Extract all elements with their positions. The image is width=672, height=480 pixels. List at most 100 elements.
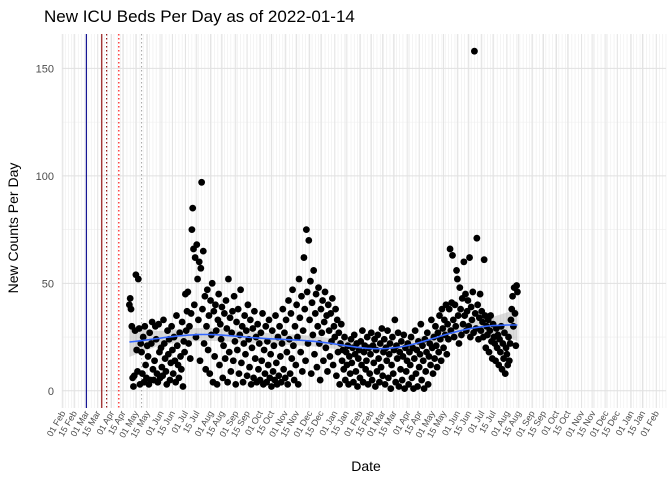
data-point bbox=[321, 288, 329, 296]
data-point bbox=[287, 310, 295, 317]
data-point bbox=[385, 350, 393, 358]
data-point bbox=[160, 340, 168, 347]
data-point bbox=[276, 353, 284, 360]
data-point bbox=[371, 383, 379, 390]
data-point bbox=[320, 318, 328, 326]
data-point bbox=[309, 331, 317, 339]
data-point bbox=[443, 350, 451, 358]
data-point bbox=[238, 359, 245, 367]
data-point bbox=[319, 297, 326, 304]
data-point bbox=[437, 357, 445, 365]
data-point bbox=[162, 368, 170, 375]
data-point bbox=[360, 348, 368, 356]
data-point bbox=[276, 322, 283, 330]
data-point bbox=[445, 335, 452, 343]
data-point bbox=[207, 297, 214, 304]
data-point bbox=[314, 322, 322, 330]
data-point bbox=[264, 361, 272, 369]
data-point bbox=[249, 325, 257, 332]
data-point bbox=[278, 340, 286, 347]
data-point bbox=[265, 316, 273, 324]
data-point bbox=[135, 325, 143, 332]
data-point bbox=[414, 383, 421, 390]
data-point bbox=[444, 320, 452, 328]
data-point bbox=[393, 355, 401, 362]
data-point bbox=[272, 359, 280, 367]
data-point bbox=[364, 380, 372, 388]
data-point bbox=[242, 327, 250, 335]
data-point bbox=[199, 305, 206, 313]
data-point bbox=[358, 327, 366, 335]
data-point bbox=[332, 372, 340, 380]
data-point bbox=[324, 368, 331, 375]
data-point bbox=[244, 301, 252, 309]
data-point bbox=[186, 322, 193, 330]
data-point bbox=[446, 245, 454, 253]
data-point bbox=[238, 322, 246, 330]
data-point bbox=[258, 357, 266, 365]
data-point bbox=[505, 357, 513, 365]
data-point bbox=[200, 340, 208, 347]
data-point bbox=[241, 312, 249, 319]
data-point bbox=[187, 310, 195, 317]
data-point bbox=[514, 288, 521, 296]
data-point bbox=[164, 350, 172, 358]
data-point bbox=[486, 327, 494, 335]
data-point bbox=[449, 316, 457, 324]
data-point bbox=[456, 284, 464, 292]
data-point bbox=[370, 359, 378, 367]
data-point bbox=[326, 353, 334, 360]
data-point bbox=[280, 365, 288, 373]
data-point bbox=[458, 331, 465, 339]
data-point bbox=[480, 256, 488, 264]
data-point bbox=[262, 322, 270, 330]
data-point bbox=[389, 333, 396, 341]
data-point bbox=[391, 316, 399, 324]
data-point bbox=[348, 359, 356, 367]
data-point bbox=[331, 333, 339, 341]
data-point bbox=[263, 337, 271, 345]
data-point bbox=[298, 368, 306, 375]
data-point bbox=[324, 301, 332, 309]
data-point bbox=[350, 378, 357, 386]
data-point bbox=[374, 331, 382, 339]
data-point bbox=[177, 365, 185, 373]
data-point bbox=[381, 380, 389, 388]
data-point bbox=[354, 383, 361, 390]
data-point bbox=[422, 368, 430, 375]
data-point bbox=[394, 329, 402, 337]
data-point bbox=[377, 363, 385, 371]
data-point bbox=[292, 361, 300, 369]
data-point bbox=[202, 365, 210, 373]
data-point bbox=[233, 346, 241, 354]
data-point bbox=[289, 286, 296, 294]
data-point bbox=[432, 342, 440, 350]
data-point bbox=[327, 310, 335, 317]
data-point bbox=[164, 327, 171, 335]
data-point bbox=[199, 247, 207, 255]
data-point bbox=[257, 329, 265, 337]
trend-line bbox=[129, 324, 518, 350]
data-point bbox=[169, 346, 176, 354]
data-point bbox=[194, 275, 201, 283]
data-point bbox=[310, 267, 318, 274]
data-point bbox=[416, 350, 424, 358]
data-point bbox=[268, 327, 276, 335]
data-point bbox=[389, 370, 397, 378]
data-point bbox=[455, 340, 463, 347]
data-point bbox=[485, 348, 493, 356]
data-point bbox=[127, 305, 135, 313]
data-point bbox=[285, 297, 292, 304]
data-point bbox=[239, 378, 247, 386]
data-point bbox=[328, 294, 336, 302]
data-point bbox=[496, 348, 504, 356]
data-point bbox=[503, 350, 511, 358]
data-point bbox=[144, 353, 152, 360]
data-point bbox=[507, 316, 515, 324]
data-point bbox=[316, 376, 324, 384]
data-point bbox=[462, 290, 469, 298]
data-point bbox=[357, 337, 365, 345]
data-point bbox=[423, 329, 431, 337]
data-point bbox=[320, 357, 327, 365]
y-axis-label: New Counts Per Day bbox=[5, 163, 21, 294]
